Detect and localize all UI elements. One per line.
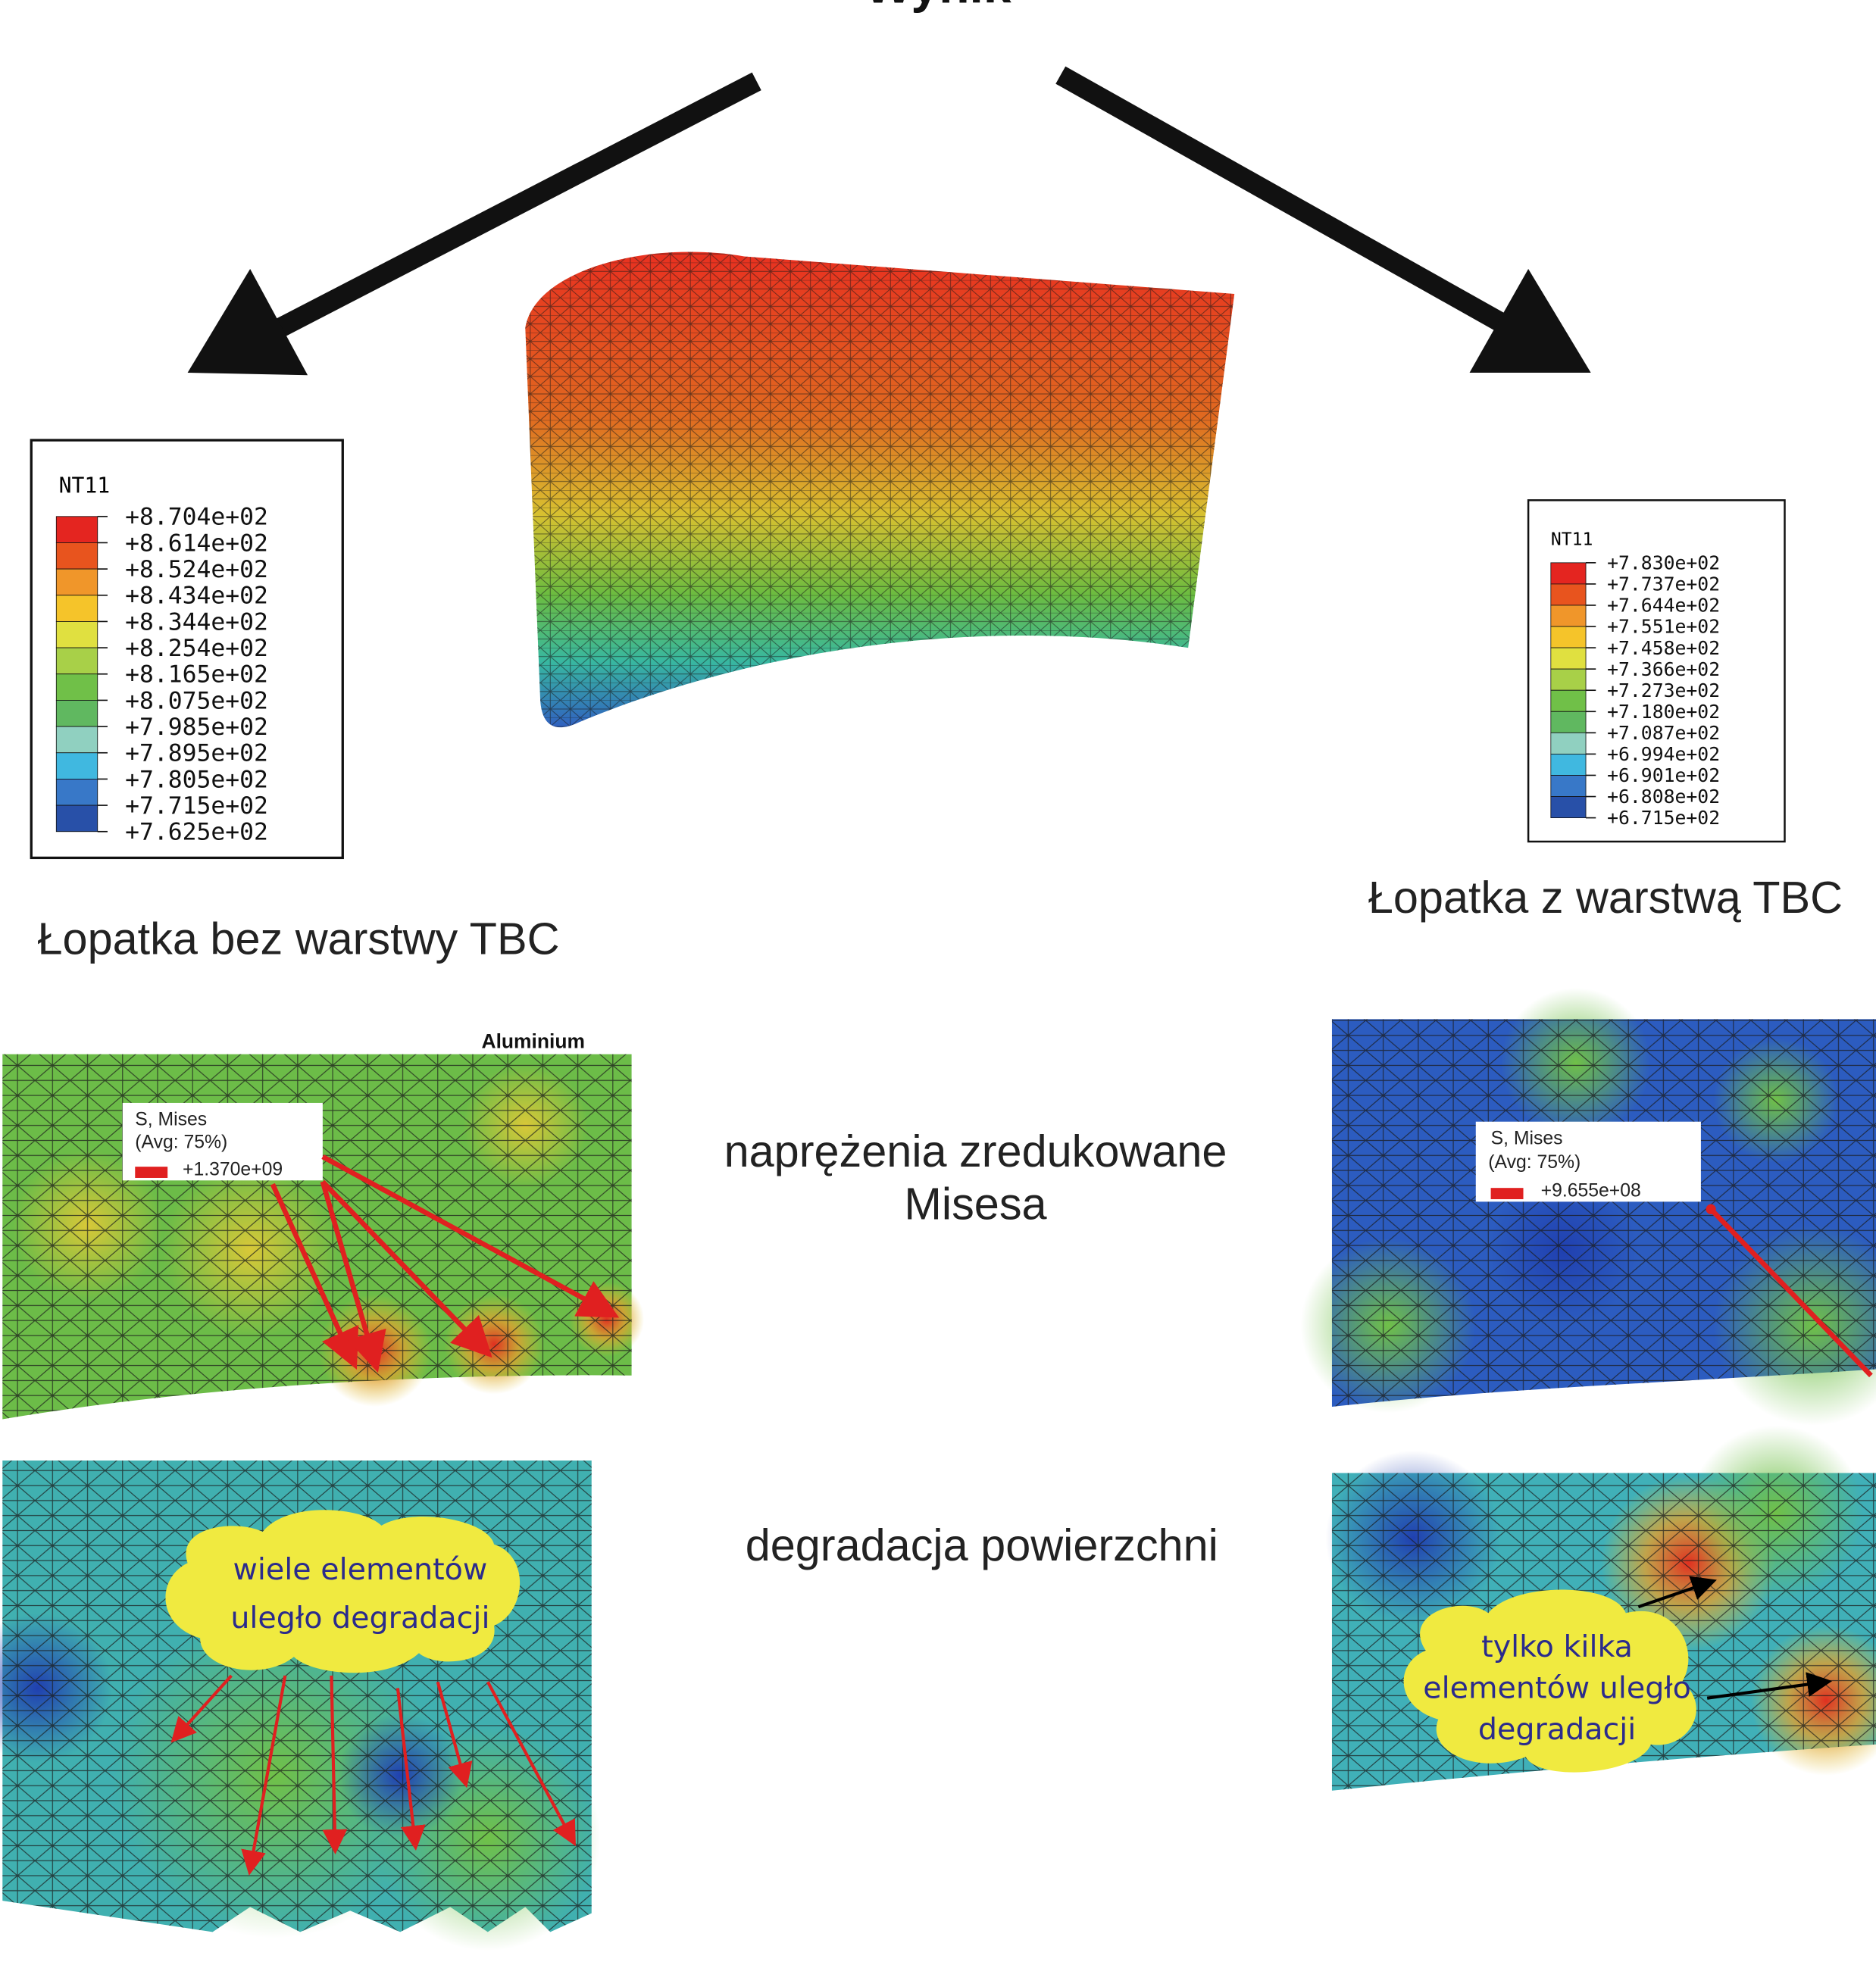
legend-label: +6.901e+02 <box>1607 764 1720 786</box>
legend-label: +8.524e+02 <box>125 556 268 583</box>
degradation-panel: wiele elementów uległo degradacji <box>0 1461 600 1951</box>
legend-swatch <box>56 674 97 701</box>
degradation-panel: tylko kilka elementów uległo degradacji <box>1326 1426 1876 1791</box>
caption: Łopatka bez warstwy TBC <box>38 914 560 964</box>
legend-label: +7.830e+02 <box>1607 552 1720 574</box>
legend-label: +7.180e+02 <box>1607 701 1720 723</box>
legend-label: +6.715e+02 <box>1607 807 1720 829</box>
temperature-legend: NT11 +7.830e+02+7.737e+02+7.644e+02+7.55… <box>1528 500 1784 842</box>
legend-label: +7.366e+02 <box>1607 658 1720 680</box>
legend-label: +7.715e+02 <box>125 792 268 820</box>
legend-label: +7.805e+02 <box>125 766 268 793</box>
legend-swatch <box>56 753 97 779</box>
legend-label: +7.458e+02 <box>1607 637 1720 659</box>
cloud-text: degradacji <box>1478 1712 1636 1747</box>
stress-panel: Aluminium S, Mises (Avg: 75%) +1.370e+09 <box>2 1029 644 1419</box>
cloud-text: uległo degradacji <box>230 1601 489 1636</box>
row-label: Misesa <box>904 1178 1047 1229</box>
legend-swatch <box>56 779 97 805</box>
legend-label: +8.075e+02 <box>125 687 268 714</box>
cloud-text: elementów uległo <box>1423 1671 1691 1706</box>
legend-swatch <box>1551 669 1586 690</box>
legend-swatch <box>56 621 97 648</box>
legend-label: +7.551e+02 <box>1607 616 1720 638</box>
legend-swatch <box>1551 605 1586 626</box>
stress-panel: S, Mises (Avg: 75%) +9.655e+08 <box>1301 988 1876 1426</box>
legend-swatch <box>1551 626 1586 648</box>
temperature-legend: NT11 +8.704e+02+8.614e+02+8.524e+02+8.43… <box>31 440 342 858</box>
legend-label: +7.644e+02 <box>1607 595 1720 617</box>
legend-title: NT11 <box>1551 530 1593 550</box>
blade-model <box>525 252 1234 728</box>
legend-swatch <box>1551 563 1586 584</box>
caption: Łopatka z warstwą TBC <box>1368 872 1843 923</box>
figure: Wynik NT11 +8.704e+02+8.614e+02+8.524e+0… <box>0 0 1876 1962</box>
legend-label: +8.614e+02 <box>125 530 268 557</box>
legend-label: +7.625e+02 <box>125 819 268 846</box>
legend-label: +8.254e+02 <box>125 635 268 662</box>
legend-swatch <box>56 726 97 753</box>
legend-swatch <box>1551 775 1586 796</box>
material-label: Aluminium <box>482 1029 585 1052</box>
row-label: degradacja powierzchni <box>746 1520 1218 1570</box>
legend-swatch <box>1551 711 1586 733</box>
legend-label: +7.985e+02 <box>125 714 268 741</box>
legend-swatch <box>1551 733 1586 754</box>
legend-swatch <box>56 542 97 569</box>
cloud-text: wiele elementów <box>233 1552 488 1587</box>
legend-label: +7.737e+02 <box>1607 573 1720 595</box>
legend-swatch <box>1551 690 1586 711</box>
legend-swatch <box>56 517 97 543</box>
legend-label: +8.344e+02 <box>125 608 268 636</box>
stress-legend-title: S, Mises <box>135 1110 207 1130</box>
stress-legend-avg: (Avg: 75%) <box>135 1132 227 1152</box>
legend-label: +6.808e+02 <box>1607 786 1720 808</box>
legend-label: +7.895e+02 <box>125 740 268 767</box>
legend-swatch <box>56 595 97 622</box>
legend-title: NT11 <box>59 473 111 498</box>
legend-swatch <box>56 700 97 726</box>
stress-legend-value: +1.370e+09 <box>183 1160 283 1180</box>
legend-label: +8.434e+02 <box>125 583 268 610</box>
legend-swatch <box>1551 584 1586 605</box>
legend-swatch <box>56 648 97 674</box>
legend-swatch <box>1551 797 1586 818</box>
legend-swatch <box>1551 648 1586 669</box>
cloud-text: tylko kilka <box>1481 1629 1633 1664</box>
stress-legend-avg: (Avg: 75%) <box>1488 1152 1581 1173</box>
legend-label: +7.087e+02 <box>1607 722 1720 744</box>
legend-swatch <box>1551 754 1586 775</box>
title: Wynik <box>865 0 1011 13</box>
legend-swatch <box>56 569 97 595</box>
legend-label: +6.994e+02 <box>1607 743 1720 765</box>
legend-label: +8.704e+02 <box>125 504 268 531</box>
legend-swatch <box>56 805 97 832</box>
stress-legend-title: S, Mises <box>1491 1128 1563 1148</box>
legend-label: +8.165e+02 <box>125 661 268 689</box>
legend-label: +7.273e+02 <box>1607 680 1720 701</box>
stress-legend-value: +9.655e+08 <box>1541 1181 1641 1201</box>
row-label: naprężenia zredukowane <box>724 1126 1227 1176</box>
